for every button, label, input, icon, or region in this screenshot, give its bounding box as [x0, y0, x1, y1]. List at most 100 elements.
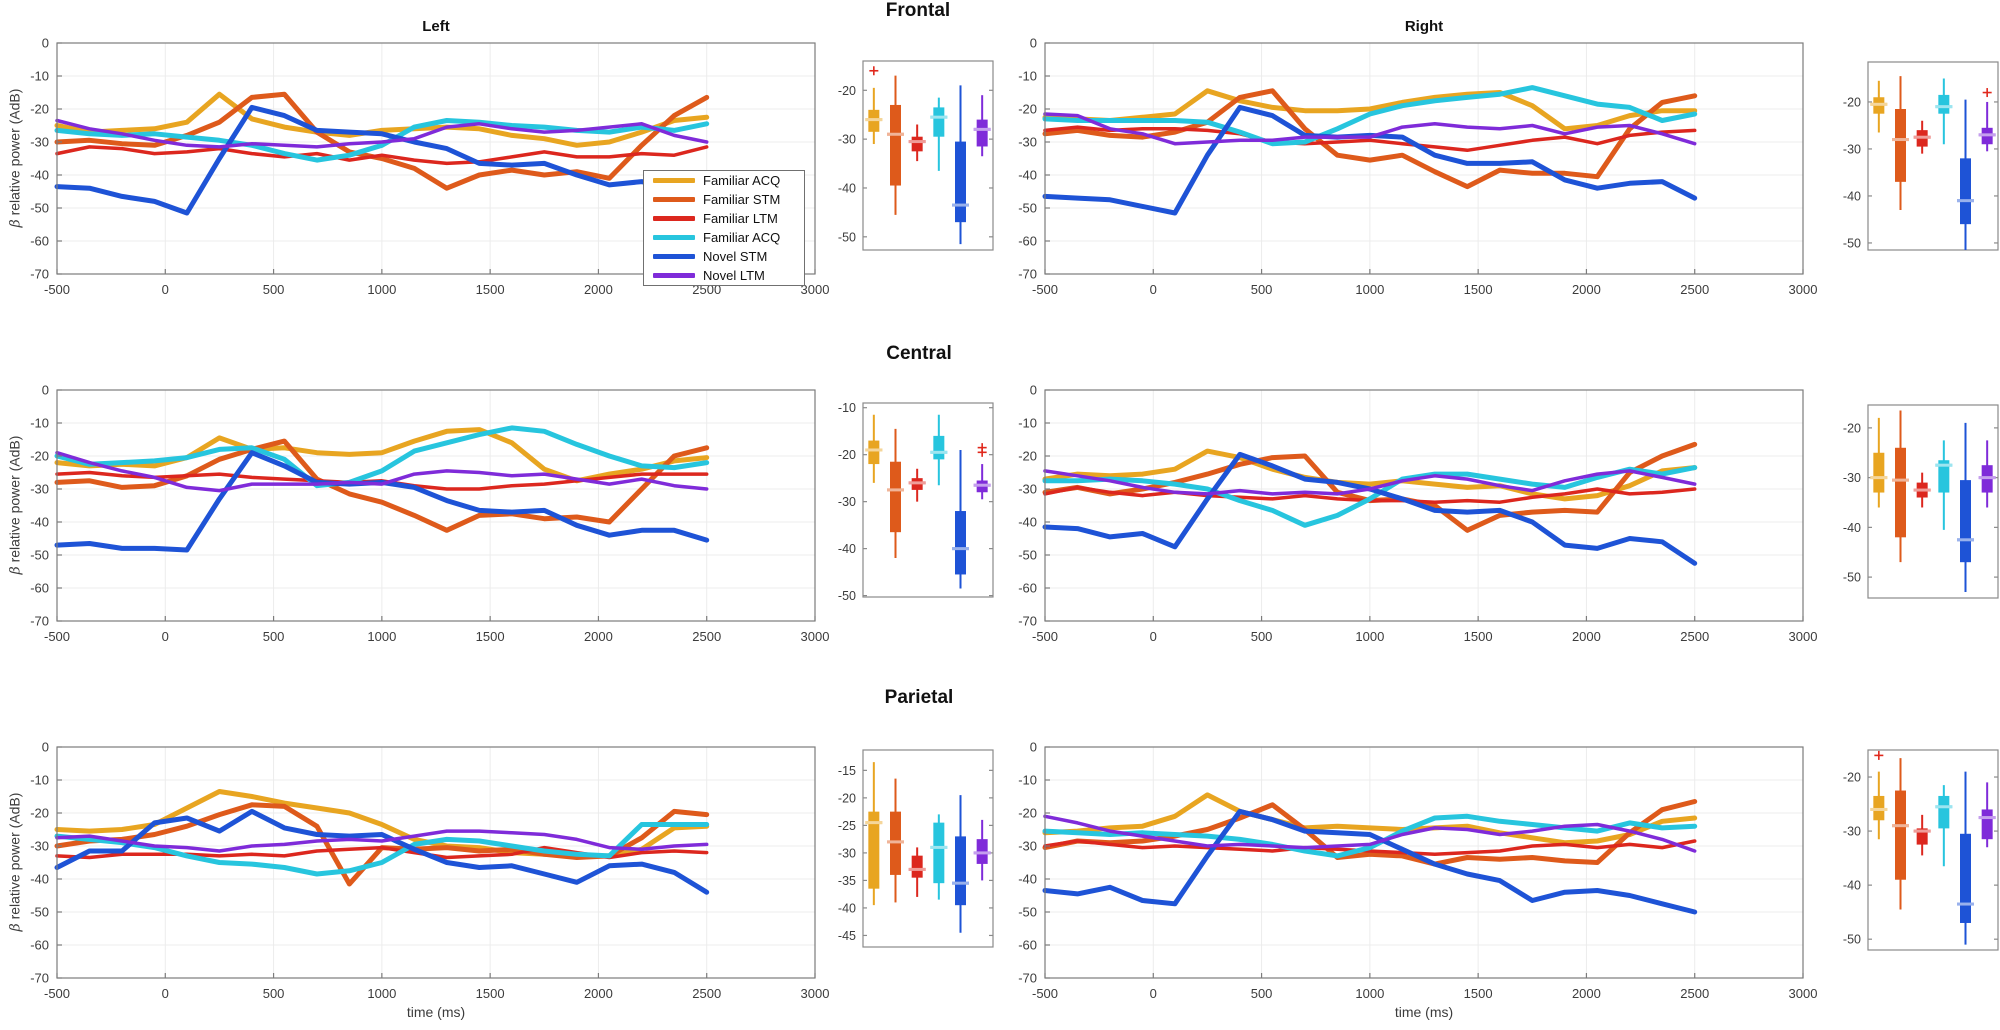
x-tick-label: 2000 — [1572, 629, 1601, 644]
legend-item-label: Novel STM — [703, 248, 768, 264]
y-tick-label: -30 — [1018, 135, 1037, 150]
box — [1960, 158, 1971, 225]
median-line — [1913, 135, 1931, 139]
x-tick-label: -500 — [1032, 986, 1058, 1001]
x-tick-label: 500 — [263, 986, 285, 1001]
x-tick-label: 500 — [263, 282, 285, 297]
legend-swatch-icon — [653, 216, 695, 222]
y-tick-label: 0 — [42, 36, 49, 51]
box — [955, 141, 966, 223]
y-tick-label: -20 — [1018, 449, 1037, 464]
legend-item-5: Novel LTM — [644, 266, 804, 284]
series-line-0-familiar-acq — [1042, 792, 1698, 846]
y-tick-label: -40 — [1018, 515, 1037, 530]
y-tick-label: -20 — [1843, 771, 1861, 785]
median-line — [952, 547, 969, 551]
y-tick-label: -30 — [838, 133, 856, 147]
col-title-left: Left — [422, 18, 450, 35]
series-line-0-familiar-acq — [54, 91, 710, 148]
x-tick-label: 2500 — [1680, 282, 1709, 297]
y-tick-label: -30 — [1018, 482, 1037, 497]
box-plot-central-left: -10 -20 -30 -40 -50 — [838, 401, 994, 603]
median-line — [1935, 463, 1953, 467]
x-tick-label: 2000 — [1572, 282, 1601, 297]
axis-box — [56, 746, 816, 979]
median-line — [1957, 199, 1974, 203]
y-tick-label: -40 — [1843, 521, 1861, 535]
x-tick-label: 0 — [162, 986, 169, 1001]
x-tick-label: -500 — [44, 282, 70, 297]
y-tick-label: -30 — [1018, 839, 1037, 854]
median-line — [1978, 133, 1996, 137]
x-tick-label: 3000 — [801, 986, 830, 1001]
box — [955, 836, 966, 906]
median-line — [1913, 829, 1931, 833]
y-tick-label: -50 — [30, 905, 49, 920]
median-line — [973, 127, 991, 131]
box — [933, 435, 945, 460]
y-tick-label: -50 — [1018, 548, 1037, 563]
y-tick-label: -60 — [30, 938, 49, 953]
box — [1960, 833, 1971, 923]
y-tick-label: -60 — [1018, 234, 1037, 249]
y-tick-label: -35 — [838, 874, 856, 888]
y-tick-label: -40 — [838, 181, 856, 195]
y-tick-label: -20 — [838, 791, 856, 805]
axis-box — [862, 60, 994, 251]
median-line — [973, 483, 991, 487]
y-tick-label: -20 — [30, 449, 49, 464]
y-tick-label: -50 — [1843, 571, 1861, 585]
median-line — [865, 821, 883, 825]
row-title-frontal: Frontal — [885, 0, 951, 21]
legend-item-label: Familiar STM — [703, 192, 781, 208]
box — [1938, 795, 1950, 829]
axis-box — [56, 42, 816, 275]
y-tick-label: -20 — [1843, 95, 1861, 109]
beta-symbol: β — [7, 219, 24, 228]
box — [1895, 447, 1906, 538]
box — [1960, 480, 1971, 563]
line-plot-frontal-left: -500 0 500 1000 1500 2000 2500 30000-10-20-30-4… — [30, 36, 829, 298]
y-tick-label: -20 — [1018, 102, 1037, 117]
y-tick-label: -30 — [30, 135, 49, 150]
x-tick-label: 500 — [1251, 986, 1273, 1001]
median-line — [1978, 476, 1996, 480]
beta-symbol: β — [7, 923, 24, 932]
row-title-parietal: Parietal — [884, 687, 954, 708]
y-tick-label: -30 — [30, 839, 49, 854]
legend-item-1: Familiar STM — [644, 191, 804, 209]
y-tick-label: -50 — [1843, 933, 1861, 947]
legend-swatch-icon — [653, 253, 695, 259]
box-plot-central-right: -20 -30 -40 -50 — [1843, 404, 1999, 599]
x-tick-label: 1500 — [476, 282, 505, 297]
y-tick-label: -40 — [1018, 872, 1037, 887]
median-line — [1913, 488, 1931, 492]
x-tick-label: 2500 — [1680, 629, 1709, 644]
box — [933, 822, 945, 884]
y-tick-label: -50 — [30, 201, 49, 216]
y-axis-label-frontal: β relative power (AdB) — [6, 88, 24, 228]
box-plot-frontal-left: -20 -30 -40 -50 — [838, 60, 994, 251]
median-line — [930, 450, 948, 454]
x-tick-label: 500 — [263, 629, 285, 644]
y-tick-label: -10 — [30, 69, 49, 84]
line-plot-central-left: -500 0 500 1000 1500 2000 2500 3000 0 -10 -20 -30 -4… — [30, 383, 829, 645]
series-line-4-novel-stm — [54, 808, 710, 895]
series-line-3-familiar-acq — [1042, 813, 1698, 859]
median-line — [1870, 807, 1888, 811]
median-line — [1935, 805, 1953, 809]
line-plot-central-right: -500 0 500 1000 1500 2000 2500 3000 0 -10 -20 -30 -4… — [1018, 383, 1817, 645]
y-tick-label: -30 — [1843, 825, 1861, 839]
series-line-5-novel-ltm — [1043, 112, 1697, 146]
median-line — [887, 132, 904, 136]
y-tick-label: -10 — [838, 401, 856, 415]
y-tick-label: 0 — [1030, 740, 1037, 755]
y-axis-label-parietal: β relative power (AdB) — [6, 792, 24, 932]
median-line — [930, 845, 948, 849]
legend-swatch-icon — [653, 272, 695, 278]
series-line-5-novel-ltm — [1043, 814, 1697, 853]
y-tick-label: -40 — [838, 542, 856, 556]
y-tick-label: -45 — [838, 929, 856, 943]
